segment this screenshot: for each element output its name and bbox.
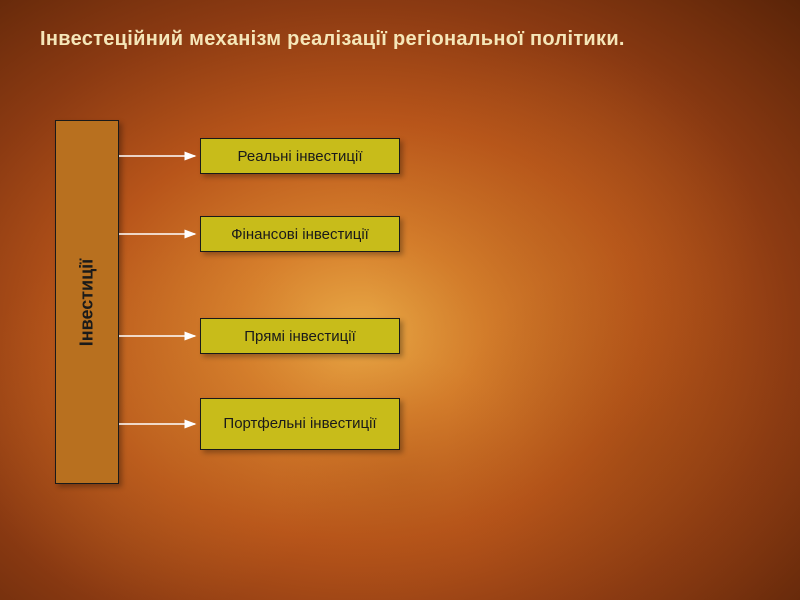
child-node-financial-investments: Фінансові інвестиції: [200, 216, 400, 252]
main-node-label: Інвестиції: [77, 258, 98, 346]
child-label: Фінансові інвестиції: [231, 226, 369, 243]
child-label: Портфельні інвестиції: [223, 415, 376, 433]
child-node-direct-investments: Прямі інвестиції: [200, 318, 400, 354]
child-label: Прямі інвестиції: [244, 328, 356, 345]
child-node-portfolio-investments: Портфельні інвестиції: [200, 398, 400, 450]
arrow-1: [0, 0, 800, 600]
main-node-investments: Інвестиції: [55, 120, 119, 484]
child-label: Реальні інвестиції: [238, 148, 363, 165]
page-title: Інвестеційний механізм реалізації регіон…: [40, 28, 625, 51]
child-node-real-investments: Реальні інвестиції: [200, 138, 400, 174]
